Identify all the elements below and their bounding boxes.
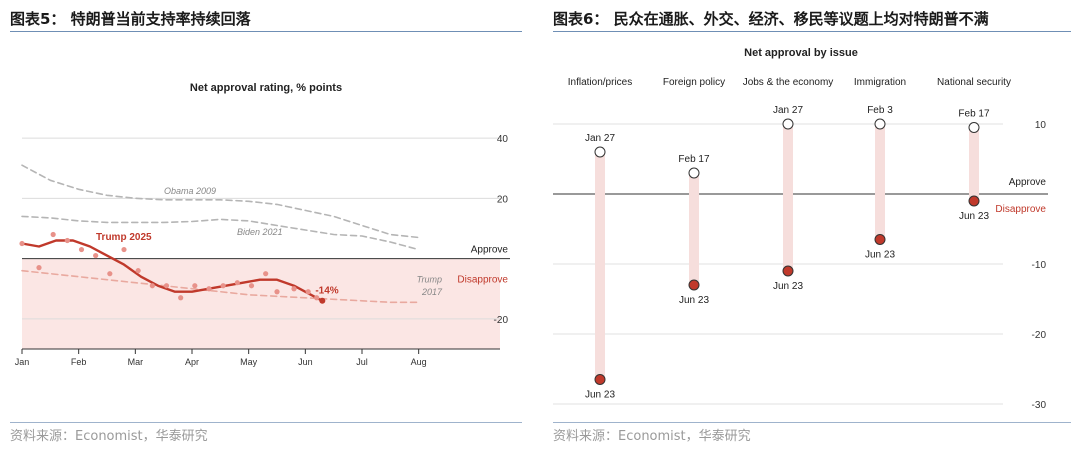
trump2025-end-point <box>319 297 326 304</box>
start-date-label: Feb 3 <box>867 105 893 116</box>
start-point <box>874 118 886 130</box>
category-label: National security <box>937 77 1011 88</box>
poll-point <box>263 271 269 277</box>
poll-point <box>206 286 212 292</box>
poll-point <box>192 283 198 289</box>
x-tick-label: May <box>240 357 258 367</box>
chart-title: Net approval rating, % points <box>190 82 342 94</box>
x-tick-label: Apr <box>185 357 199 367</box>
y-tick-label: 20 <box>497 194 509 205</box>
chart-title: Net approval by issue <box>744 47 858 59</box>
poll-point <box>107 271 113 277</box>
change-bar <box>595 152 605 380</box>
left-title-rule <box>10 31 522 32</box>
category-label: Foreign policy <box>663 77 725 88</box>
y-tick-label: -30 <box>1032 400 1047 411</box>
right-dumbbell-chart: Net approval by issue 10 -10 -20 -30 Approve D… <box>553 47 1048 411</box>
change-bar <box>969 127 979 201</box>
poll-point <box>64 237 70 244</box>
category-label: Jobs & the economy <box>743 77 834 88</box>
right-source-note: 资料来源：Economist，华泰研究 <box>553 429 751 444</box>
end-date-label: Jun 23 <box>959 211 989 222</box>
end-date-label: Jun 23 <box>585 390 615 401</box>
poll-point <box>178 295 184 301</box>
poll-point <box>234 280 240 286</box>
end-point <box>782 265 794 277</box>
right-figure-title: 图表6： 民众在通胀、外交、经济、移民等议题上均对特朗普不满 <box>553 10 989 28</box>
end-date-label: Jun 23 <box>773 281 803 292</box>
start-date-label: Jan 27 <box>585 133 615 144</box>
change-bar <box>689 173 699 285</box>
change-bar <box>875 124 885 240</box>
poll-point <box>291 286 297 292</box>
poll-point <box>220 283 226 289</box>
approve-label: Approve <box>471 245 509 256</box>
category-label: Immigration <box>854 77 906 88</box>
disapprove-label: Disapprove <box>457 275 508 286</box>
end-date-label: Jun 23 <box>679 295 709 306</box>
y-tick-label: -20 <box>494 315 509 326</box>
right-source-rule <box>553 422 1071 423</box>
end-point <box>874 234 886 245</box>
poll-point <box>274 289 280 295</box>
left-figure-title: 图表5： 特朗普当前支持率持续回落 <box>10 10 251 28</box>
obama-2009-label: Obama 2009 <box>164 186 216 196</box>
start-point <box>594 146 606 158</box>
poll-point <box>149 283 155 289</box>
start-date-label: Feb 17 <box>678 154 710 165</box>
poll-point <box>314 295 320 301</box>
poll-point <box>248 283 255 289</box>
start-point <box>782 118 794 130</box>
start-point <box>688 167 700 179</box>
y-tick-label: -10 <box>1032 260 1047 271</box>
y-tick-label: 10 <box>1035 120 1047 131</box>
end-point <box>968 195 980 207</box>
left-source-rule <box>10 422 522 423</box>
poll-point <box>121 246 127 253</box>
x-tick-label: Jul <box>356 357 368 367</box>
x-tick-label: Mar <box>128 357 144 367</box>
end-value-label: -14% <box>315 285 338 296</box>
start-point <box>968 122 980 133</box>
poll-point <box>93 252 99 259</box>
x-tick-label: Aug <box>411 357 427 367</box>
change-bar <box>783 124 793 271</box>
poll-point <box>19 240 25 247</box>
poll-point <box>50 231 56 238</box>
x-tick-label: Jan <box>15 357 30 367</box>
category-label: Inflation/prices <box>568 77 632 88</box>
y-tick-label: -20 <box>1032 330 1047 341</box>
x-tick-label: Jun <box>298 357 313 367</box>
end-point <box>688 279 700 291</box>
trump-2017-label-year: 2017 <box>421 287 443 297</box>
y-tick-label: 40 <box>497 134 509 145</box>
poll-point <box>135 268 141 274</box>
left-source-note: 资料来源：Economist，华泰研究 <box>10 429 208 444</box>
poll-point <box>36 265 42 271</box>
disapprove-shade <box>22 258 500 349</box>
start-date-label: Jan 27 <box>773 105 803 116</box>
obama-2009-line <box>21 164 420 239</box>
end-point <box>594 374 606 385</box>
left-line-chart: Net approval rating, % points 40 20 -20 Appr… <box>15 82 510 367</box>
left-figure-panel: 图表5： 特朗普当前支持率持续回落 Net approval rating, %… <box>10 0 522 454</box>
trump-2017-label: Trump <box>417 275 442 285</box>
biden-2021-label: Biden 2021 <box>237 227 283 237</box>
trump2025-line <box>20 239 324 302</box>
end-date-label: Jun 23 <box>865 250 895 261</box>
start-date-label: Feb 17 <box>958 109 990 120</box>
biden-2021-line <box>21 215 420 251</box>
poll-point <box>78 246 85 253</box>
disapprove-label: Disapprove <box>995 204 1046 215</box>
right-figure-panel: 图表6： 民众在通胀、外交、经济、移民等议题上均对特朗普不满 Net appro… <box>553 0 1071 454</box>
right-title-rule <box>553 31 1071 32</box>
trump-2017-line <box>21 269 420 304</box>
approve-label: Approve <box>1009 177 1047 188</box>
x-tick-label: Feb <box>71 357 87 367</box>
poll-point <box>305 289 311 295</box>
poll-point <box>163 283 170 289</box>
trump2025-label: Trump 2025 <box>96 232 152 243</box>
